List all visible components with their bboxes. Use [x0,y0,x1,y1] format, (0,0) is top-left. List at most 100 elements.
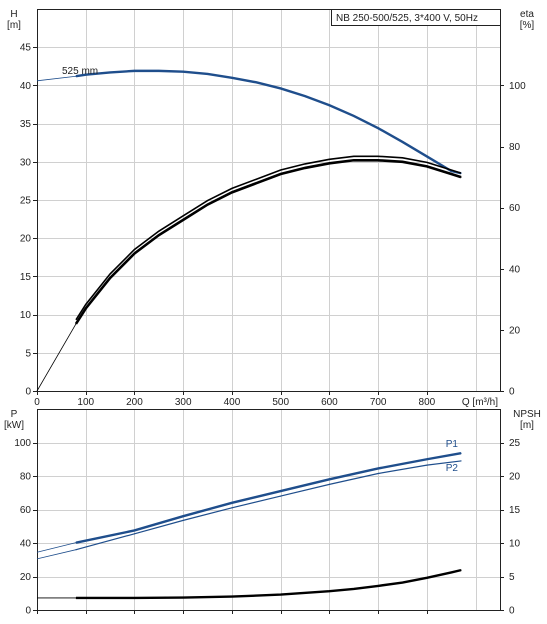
series-p2-point [377,472,379,475]
series-p1-point [231,502,233,504]
x-tick-label: 500 [272,397,289,408]
series-p2-point [231,507,233,509]
series-p1-point [460,452,462,454]
series-p1-point [377,467,379,470]
series-p1-point [280,490,282,492]
series-npsh-point [460,569,462,571]
y-tick-label: 40 [20,539,32,550]
y-tick-label: 15 [20,272,32,283]
y-tick-label: 60 [20,505,32,516]
series-525-mm-point [85,74,87,76]
series-npsh-point [426,577,428,579]
series-efficiency-point [304,167,306,169]
y-tick-label: 0 [25,387,31,398]
series-525-mm-point [182,71,184,73]
series-efficiency-point [109,277,111,279]
y-tick-label: 20 [20,234,32,245]
series-525-mm-point [206,73,209,75]
series-p1-point [133,529,136,532]
x-tick-label: 0 [34,397,40,408]
series-525-mm-point [280,87,282,90]
y-tick-label: 10 [20,310,32,321]
x-axis-label: Q [m³/h] [462,397,498,408]
series-p2-point [280,495,282,497]
series-525-mm-extrapolated-line [36,75,77,82]
series-efficiency-point [133,252,136,255]
x-tick-label: 600 [321,397,338,408]
y-right-tick-label: 100 [509,81,526,92]
y-tick-label: 40 [20,81,32,92]
series-p2-extrapolated-line [36,549,77,560]
series-efficiency-point [158,234,160,236]
series-npsh-point [231,596,233,598]
series-525-mm-point [255,81,257,83]
y-right-tick-label: 0 [509,606,515,617]
x-tick-label: 700 [370,397,387,408]
y-tick-label: 80 [20,472,32,483]
plot-frame [37,9,501,392]
y-tick-label: 100 [14,438,31,449]
series-p2-line [75,460,462,551]
series-525-mm-point [109,71,111,74]
series-525-mm-point [304,95,306,97]
series-525-mm-point [75,75,77,77]
y-tick-label: 30 [20,157,32,168]
y-right-tick-label: 40 [509,264,521,275]
y-right-axis-label: eta [%] [520,9,535,31]
series-efficiency-point [75,323,77,325]
series-npsh-point [182,597,184,599]
series-p1-point [328,478,331,480]
series-efficiency-extrapolated-line [36,323,77,392]
y-tick-label: 25 [20,196,32,207]
series-p2-label: P2 [446,463,459,474]
series-p1-label: P1 [446,439,459,450]
x-tick-label: 300 [175,397,192,408]
x-tick-label: 800 [419,397,436,408]
y-right-tick-label: 25 [509,438,521,449]
y-right-tick-label: 20 [509,325,521,336]
series-efficiency-point [353,159,355,161]
y-right-tick-label: 20 [509,472,521,483]
series-efficiency-point [85,307,87,310]
series-p1-extrapolated-line [36,542,77,553]
series-p2-point [133,533,136,535]
y-right-tick-label: 0 [509,387,515,398]
series-525-mm-line [75,69,462,175]
y-right-tick-label: 5 [509,572,515,583]
y-tick-label: 45 [20,43,32,54]
series-efficiency-point [450,173,452,175]
series-525-mm-point [353,115,355,117]
series-p1-point [426,458,428,460]
series-525-mm-label: 525 mm [62,66,98,77]
series-p2-point [75,549,77,551]
series-npsh-line [75,568,462,600]
series-p1-line [75,452,462,544]
x-tick-label: 200 [126,397,143,408]
series-npsh-point [328,590,331,592]
series-efficiency-point [231,191,233,193]
series-p2-point [182,519,184,521]
chart-title: NB 250-500/525, 3*400 V, 50Hz [336,13,478,24]
series-efficiency-line [74,158,462,325]
series-525-mm-point [231,77,233,79]
series-efficiency-point [377,159,379,161]
series-p2-point [460,460,462,462]
x-tick-label: 400 [224,397,241,408]
series-npsh-point [75,597,77,599]
y-tick-label: 20 [20,572,32,583]
y-right-tick-label: 60 [509,203,521,214]
y-right-tick-label: 10 [509,539,521,550]
series-p1-point [75,542,77,544]
series-p2-point [426,464,428,466]
series-efficiency-point [255,182,257,184]
y-axis-label: H [m] [7,9,21,31]
head-efficiency-panel: 0 100 200 300 400 500 600 700 800051015202530354… [7,9,534,408]
series-efficiency-point [328,162,331,164]
y-tick-label: 35 [20,119,32,130]
series-efficiency-point [280,173,282,175]
series-525-mm-point [158,70,160,72]
series-efficiency-point [182,219,184,221]
series-efficiency-point [426,165,428,167]
y-tick-label: 5 [25,348,31,359]
